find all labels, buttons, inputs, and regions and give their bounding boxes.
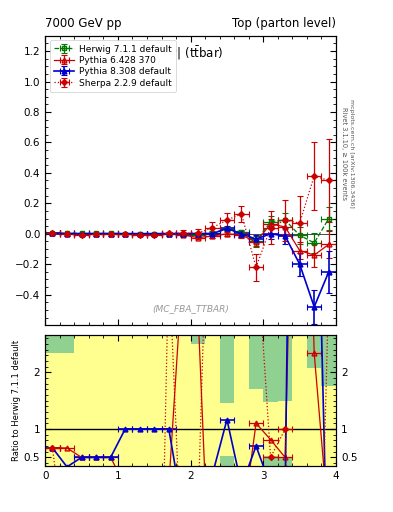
Bar [162, 335, 176, 466]
Text: $|\Delta y|$ (t$\bar{\rm t}$bar): $|\Delta y|$ (t$\bar{\rm t}$bar) [158, 45, 223, 63]
Bar [263, 402, 278, 456]
Bar [60, 353, 74, 466]
Bar [89, 335, 103, 466]
Bar [321, 387, 336, 466]
Text: Rivet 3.1.10, ≥ 100k events: Rivet 3.1.10, ≥ 100k events [341, 107, 347, 200]
Text: 7000 GeV pp: 7000 GeV pp [45, 17, 122, 30]
Bar [132, 335, 147, 466]
Bar [118, 335, 132, 466]
Bar [147, 335, 162, 466]
Bar [234, 335, 249, 466]
Bar [278, 400, 292, 457]
Bar [249, 389, 263, 466]
Bar [191, 344, 205, 466]
Text: mcplots.cern.ch [arXiv:1306.3436]: mcplots.cern.ch [arXiv:1306.3436] [349, 99, 354, 208]
Bar [103, 335, 118, 466]
Bar [307, 368, 321, 466]
Y-axis label: Ratio to Herwig 7.1.1 default: Ratio to Herwig 7.1.1 default [12, 340, 21, 461]
Bar [205, 335, 220, 466]
Legend: Herwig 7.1.1 default, Pythia 6.428 370, Pythia 8.308 default, Sherpa 2.2.9 defau: Herwig 7.1.1 default, Pythia 6.428 370, … [50, 40, 176, 92]
Text: Top (parton level): Top (parton level) [232, 17, 336, 30]
Bar [292, 335, 307, 466]
Bar [176, 335, 191, 466]
Text: (MC_FBA_TTBAR): (MC_FBA_TTBAR) [152, 305, 229, 313]
Bar [45, 353, 60, 466]
Bar [220, 402, 234, 456]
Bar [74, 335, 89, 466]
